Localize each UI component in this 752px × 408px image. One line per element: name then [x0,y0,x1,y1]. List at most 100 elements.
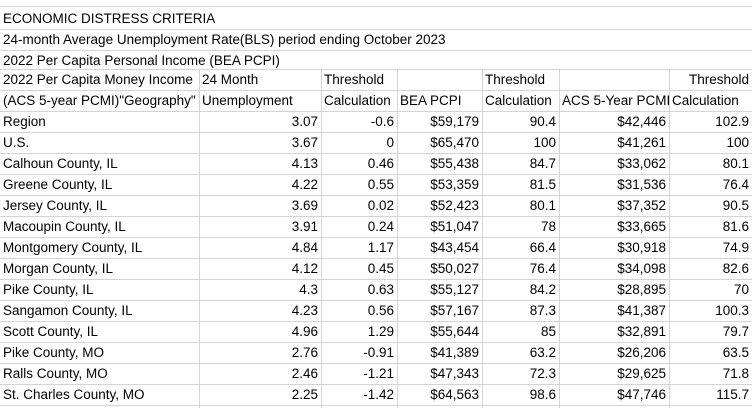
header-cell[interactable]: 24 Month [202,72,259,87]
value-cell[interactable]: $31,536 [617,177,666,192]
header-row-2[interactable]: (ACS 5-year PCMI)"Geography" Unemploymen… [0,90,752,111]
table-row[interactable]: Pike County, IL 4.3 0.63 $55,127 84.2 $28,895… [0,279,752,300]
value-cell[interactable]: 81.6 [722,219,749,234]
value-cell[interactable]: 84.2 [529,282,556,297]
value-cell[interactable]: 76.4 [529,261,556,276]
value-cell[interactable]: $55,438 [430,156,479,171]
header-cell[interactable]: Unemployment [202,93,293,108]
table-row[interactable]: Ralls County, MO 2.46 -1.21 $47,343 72.3 $29,… [0,363,752,384]
title-cell[interactable]: ECONOMIC DISTRESS CRITERIA [3,11,216,26]
geography-cell[interactable]: Macoupin County, IL [3,219,126,234]
value-cell[interactable]: 84.7 [529,156,556,171]
value-cell[interactable]: $57,167 [430,303,479,318]
geography-cell[interactable]: Calhoun County, IL [3,156,118,171]
table-row[interactable]: Calhoun County, IL 4.13 0.46 $55,438 84.7 $33… [0,153,752,174]
value-cell[interactable]: 0.56 [367,303,394,318]
geography-cell[interactable]: Pike County, MO [3,345,105,360]
value-cell[interactable]: 3.07 [291,114,318,129]
value-cell[interactable]: $41,389 [430,345,479,360]
value-cell[interactable]: 0.55 [367,177,394,192]
value-cell[interactable]: $32,891 [617,324,666,339]
value-cell[interactable]: $51,047 [430,219,479,234]
value-cell[interactable]: 4.96 [291,324,318,339]
value-cell[interactable]: 100 [726,135,749,150]
value-cell[interactable]: 90.5 [722,198,749,213]
value-cell[interactable]: 82.6 [722,261,749,276]
value-cell[interactable]: $41,387 [617,303,666,318]
value-cell[interactable]: 2.76 [291,345,318,360]
value-cell[interactable]: 0.24 [367,219,394,234]
value-cell[interactable]: $53,359 [430,177,479,192]
value-cell[interactable]: $28,895 [617,282,666,297]
header-cell[interactable]: 2022 Per Capita Money Income [3,72,193,87]
table-row[interactable]: St. Charles County, MO 2.25 -1.42 $64,563 98… [0,384,752,405]
header-cell[interactable]: BEA PCPI [400,93,462,108]
value-cell[interactable]: $47,746 [617,387,666,402]
value-cell[interactable]: 78 [540,219,556,234]
value-cell[interactable]: 3.67 [291,135,318,150]
value-cell[interactable]: $43,454 [430,240,479,255]
subtitle-cell[interactable]: 2022 Per Capita Personal Income (BEA PCP… [3,53,280,68]
value-cell[interactable]: 2.25 [291,387,318,402]
value-cell[interactable]: -0.6 [370,114,394,129]
value-cell[interactable]: $55,644 [430,324,479,339]
header-cell[interactable]: Calculation [485,93,552,108]
geography-cell[interactable]: Greene County, IL [3,177,113,192]
value-cell[interactable]: 80.1 [529,198,556,213]
geography-cell[interactable]: Pike County, IL [3,282,94,297]
geography-cell[interactable]: Montgomery County, IL [3,240,143,255]
value-cell[interactable]: $26,206 [617,345,666,360]
table-row[interactable]: Montgomery County, IL 4.84 1.17 $43,454 66.4… [0,237,752,258]
value-cell[interactable]: 0.02 [367,198,394,213]
value-cell[interactable]: 2.46 [291,366,318,381]
value-cell[interactable]: -1.21 [363,366,394,381]
value-cell[interactable]: 81.5 [529,177,556,192]
table-row[interactable]: Morgan County, IL 4.12 0.45 $50,027 76.4 $34,… [0,258,752,279]
value-cell[interactable]: 3.91 [291,219,318,234]
value-cell[interactable]: 71.8 [722,366,749,381]
value-cell[interactable]: 63.2 [529,345,556,360]
geography-cell[interactable]: U.S. [3,135,30,150]
value-cell[interactable]: $55,127 [430,282,479,297]
header-cell[interactable]: Threshold [485,72,546,87]
value-cell[interactable]: $33,062 [617,156,666,171]
value-cell[interactable]: 4.13 [291,156,318,171]
value-cell[interactable]: $64,563 [430,387,479,402]
value-cell[interactable]: $59,179 [430,114,479,129]
table-row[interactable]: Pike County, MO 2.76 -0.91 $41,389 63.2 $26,2… [0,342,752,363]
table-row[interactable]: Scott County, IL 4.96 1.29 $55,644 85 $32,891… [0,321,752,342]
header-cell[interactable]: Calculation [324,93,391,108]
value-cell[interactable]: 1.29 [367,324,394,339]
table-row[interactable]: Sangamon County, IL 4.23 0.56 $57,167 87.3 $4… [0,300,752,321]
geography-cell[interactable]: Ralls County, MO [3,366,108,381]
value-cell[interactable]: 1.17 [367,240,394,255]
header-cell[interactable] [397,69,482,90]
value-cell[interactable]: 98.6 [529,387,556,402]
value-cell[interactable]: 79.7 [722,324,749,339]
value-cell[interactable]: 85 [540,324,556,339]
geography-cell[interactable]: St. Charles County, MO [3,387,145,402]
header-cell[interactable]: Threshold [324,72,385,87]
value-cell[interactable]: -1.42 [363,387,394,402]
value-cell[interactable]: $42,446 [617,114,666,129]
header-cell[interactable]: (ACS 5-year PCMI)"Geography" [3,93,196,108]
geography-cell[interactable]: Morgan County, IL [3,261,114,276]
value-cell[interactable]: 90.4 [529,114,556,129]
title-row-3[interactable]: 2022 Per Capita Personal Income (BEA PCP… [0,50,752,71]
value-cell[interactable]: 4.23 [291,303,318,318]
header-row-1[interactable]: 2022 Per Capita Money Income 24 Month Th… [0,69,752,90]
geography-cell[interactable]: Scott County, IL [3,324,99,339]
value-cell[interactable]: $41,261 [617,135,666,150]
table-row[interactable]: Jersey County, IL 3.69 0.02 $52,423 80.1 $37,… [0,195,752,216]
title-row-1[interactable]: ECONOMIC DISTRESS CRITERIA [0,8,752,29]
value-cell[interactable]: $33,665 [617,219,666,234]
table-row[interactable]: Region 3.07 -0.6 $59,179 90.4 $42,446 102.9 [0,111,752,132]
header-cell[interactable]: ACS 5-Year PCMI [562,93,671,108]
value-cell[interactable]: 0.45 [367,261,394,276]
value-cell[interactable]: 4.84 [291,240,318,255]
subtitle-cell[interactable]: 24-month Average Unemployment Rate(BLS) … [3,32,446,47]
value-cell[interactable]: $29,625 [617,366,666,381]
value-cell[interactable]: 100 [533,135,556,150]
header-cell[interactable] [559,69,669,90]
